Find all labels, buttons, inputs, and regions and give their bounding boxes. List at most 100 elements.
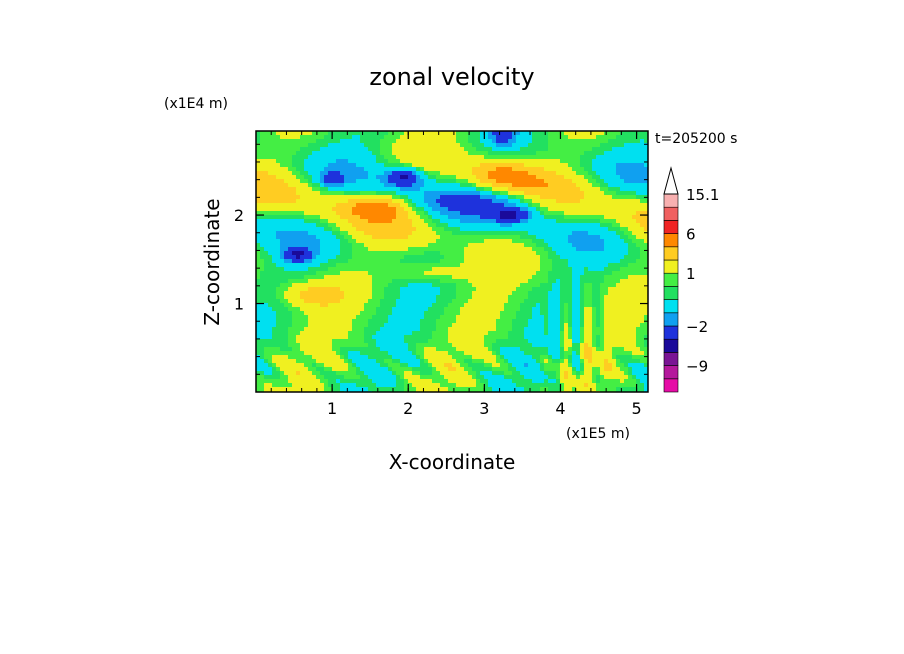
heatmap-cell [456,155,461,160]
heatmap-cell [448,323,453,328]
heatmap-cell [336,207,341,212]
heatmap-cell [552,211,557,216]
heatmap-cell [584,143,589,148]
heatmap-cell [400,207,405,212]
heatmap-cell [364,131,369,136]
heatmap-cell [524,159,529,164]
heatmap-cell [360,267,365,272]
heatmap-cell [568,199,573,204]
heatmap-cell [268,187,273,192]
heatmap-cell [340,195,345,200]
heatmap-cell [340,171,345,176]
heatmap-cell [388,239,393,244]
heatmap-cell [340,271,345,276]
heatmap-cell [416,215,421,220]
heatmap-cell [596,283,601,288]
heatmap-cell [600,163,605,168]
heatmap-cell [296,215,301,220]
heatmap-cell [288,215,293,220]
heatmap-cell [268,159,273,164]
heatmap-cell [528,223,533,228]
heatmap-cell [356,195,361,200]
heatmap-cell [520,315,525,320]
heatmap-cell [420,323,425,328]
heatmap-cell [612,267,617,272]
heatmap-cell [596,311,601,316]
heatmap-cell [556,151,561,156]
heatmap-cell [344,211,349,216]
heatmap-cell [484,143,489,148]
heatmap-cell [304,311,309,316]
heatmap-cell [404,183,409,188]
heatmap-cell [636,243,641,248]
heatmap-cell [632,187,637,192]
heatmap-cell [316,227,321,232]
heatmap-cell [600,147,605,152]
heatmap-cell [336,239,341,244]
heatmap-cell [564,215,569,220]
heatmap-cell [588,275,593,280]
heatmap-cell [576,283,581,288]
heatmap-cell [536,199,541,204]
heatmap-cell [460,187,465,192]
heatmap-cell [584,299,589,304]
heatmap-cell [532,219,537,224]
heatmap-cell [296,323,301,328]
heatmap-cell [272,155,277,160]
heatmap-cell [448,311,453,316]
heatmap-cell [592,203,597,208]
heatmap-cell [328,323,333,328]
heatmap-cell [508,247,513,252]
heatmap-cell [336,171,341,176]
heatmap-cell [268,291,273,296]
heatmap-cell [520,163,525,168]
heatmap-cell [520,223,525,228]
heatmap-cell [340,279,345,284]
heatmap-cell [300,203,305,208]
heatmap-cell [640,171,645,176]
heatmap-cell [604,299,609,304]
heatmap-cell [368,251,373,256]
heatmap-cell [584,263,589,268]
heatmap-cell [604,175,609,180]
heatmap-cell [340,215,345,220]
heatmap-cell [616,155,621,160]
heatmap-cell [636,259,641,264]
heatmap-cell [316,251,321,256]
heatmap-cell [448,203,453,208]
heatmap-cell [300,307,305,312]
heatmap-cell [532,239,537,244]
heatmap-cell [428,331,433,336]
heatmap-cell [384,307,389,312]
heatmap-cell [484,323,489,328]
heatmap-cell [352,235,357,240]
heatmap-cell [396,215,401,220]
heatmap-cell [316,187,321,192]
heatmap-cell [540,215,545,220]
heatmap-cell [496,275,501,280]
heatmap-cell [364,259,369,264]
heatmap-cell [296,159,301,164]
heatmap-cell [308,135,313,140]
heatmap-cell [304,163,309,168]
heatmap-cell [512,179,517,184]
heatmap-cell [408,327,413,332]
heatmap-cell [312,275,317,280]
heatmap-cell [480,223,485,228]
heatmap-cell [420,263,425,268]
heatmap-cell [408,271,413,276]
heatmap-cell [384,291,389,296]
heatmap-cell [640,195,645,200]
heatmap-cell [508,211,513,216]
heatmap-cell [528,255,533,260]
heatmap-cell [516,195,521,200]
heatmap-cell [564,259,569,264]
heatmap-cell [552,139,557,144]
heatmap-cell [636,159,641,164]
heatmap-cell [560,319,565,324]
heatmap-cell [296,207,301,212]
heatmap-cell [300,275,305,280]
heatmap-cell [632,195,637,200]
heatmap-cell [472,179,477,184]
heatmap-cell [288,331,293,336]
